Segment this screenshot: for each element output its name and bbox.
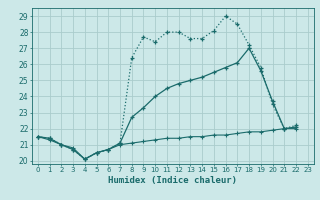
X-axis label: Humidex (Indice chaleur): Humidex (Indice chaleur) — [108, 176, 237, 185]
